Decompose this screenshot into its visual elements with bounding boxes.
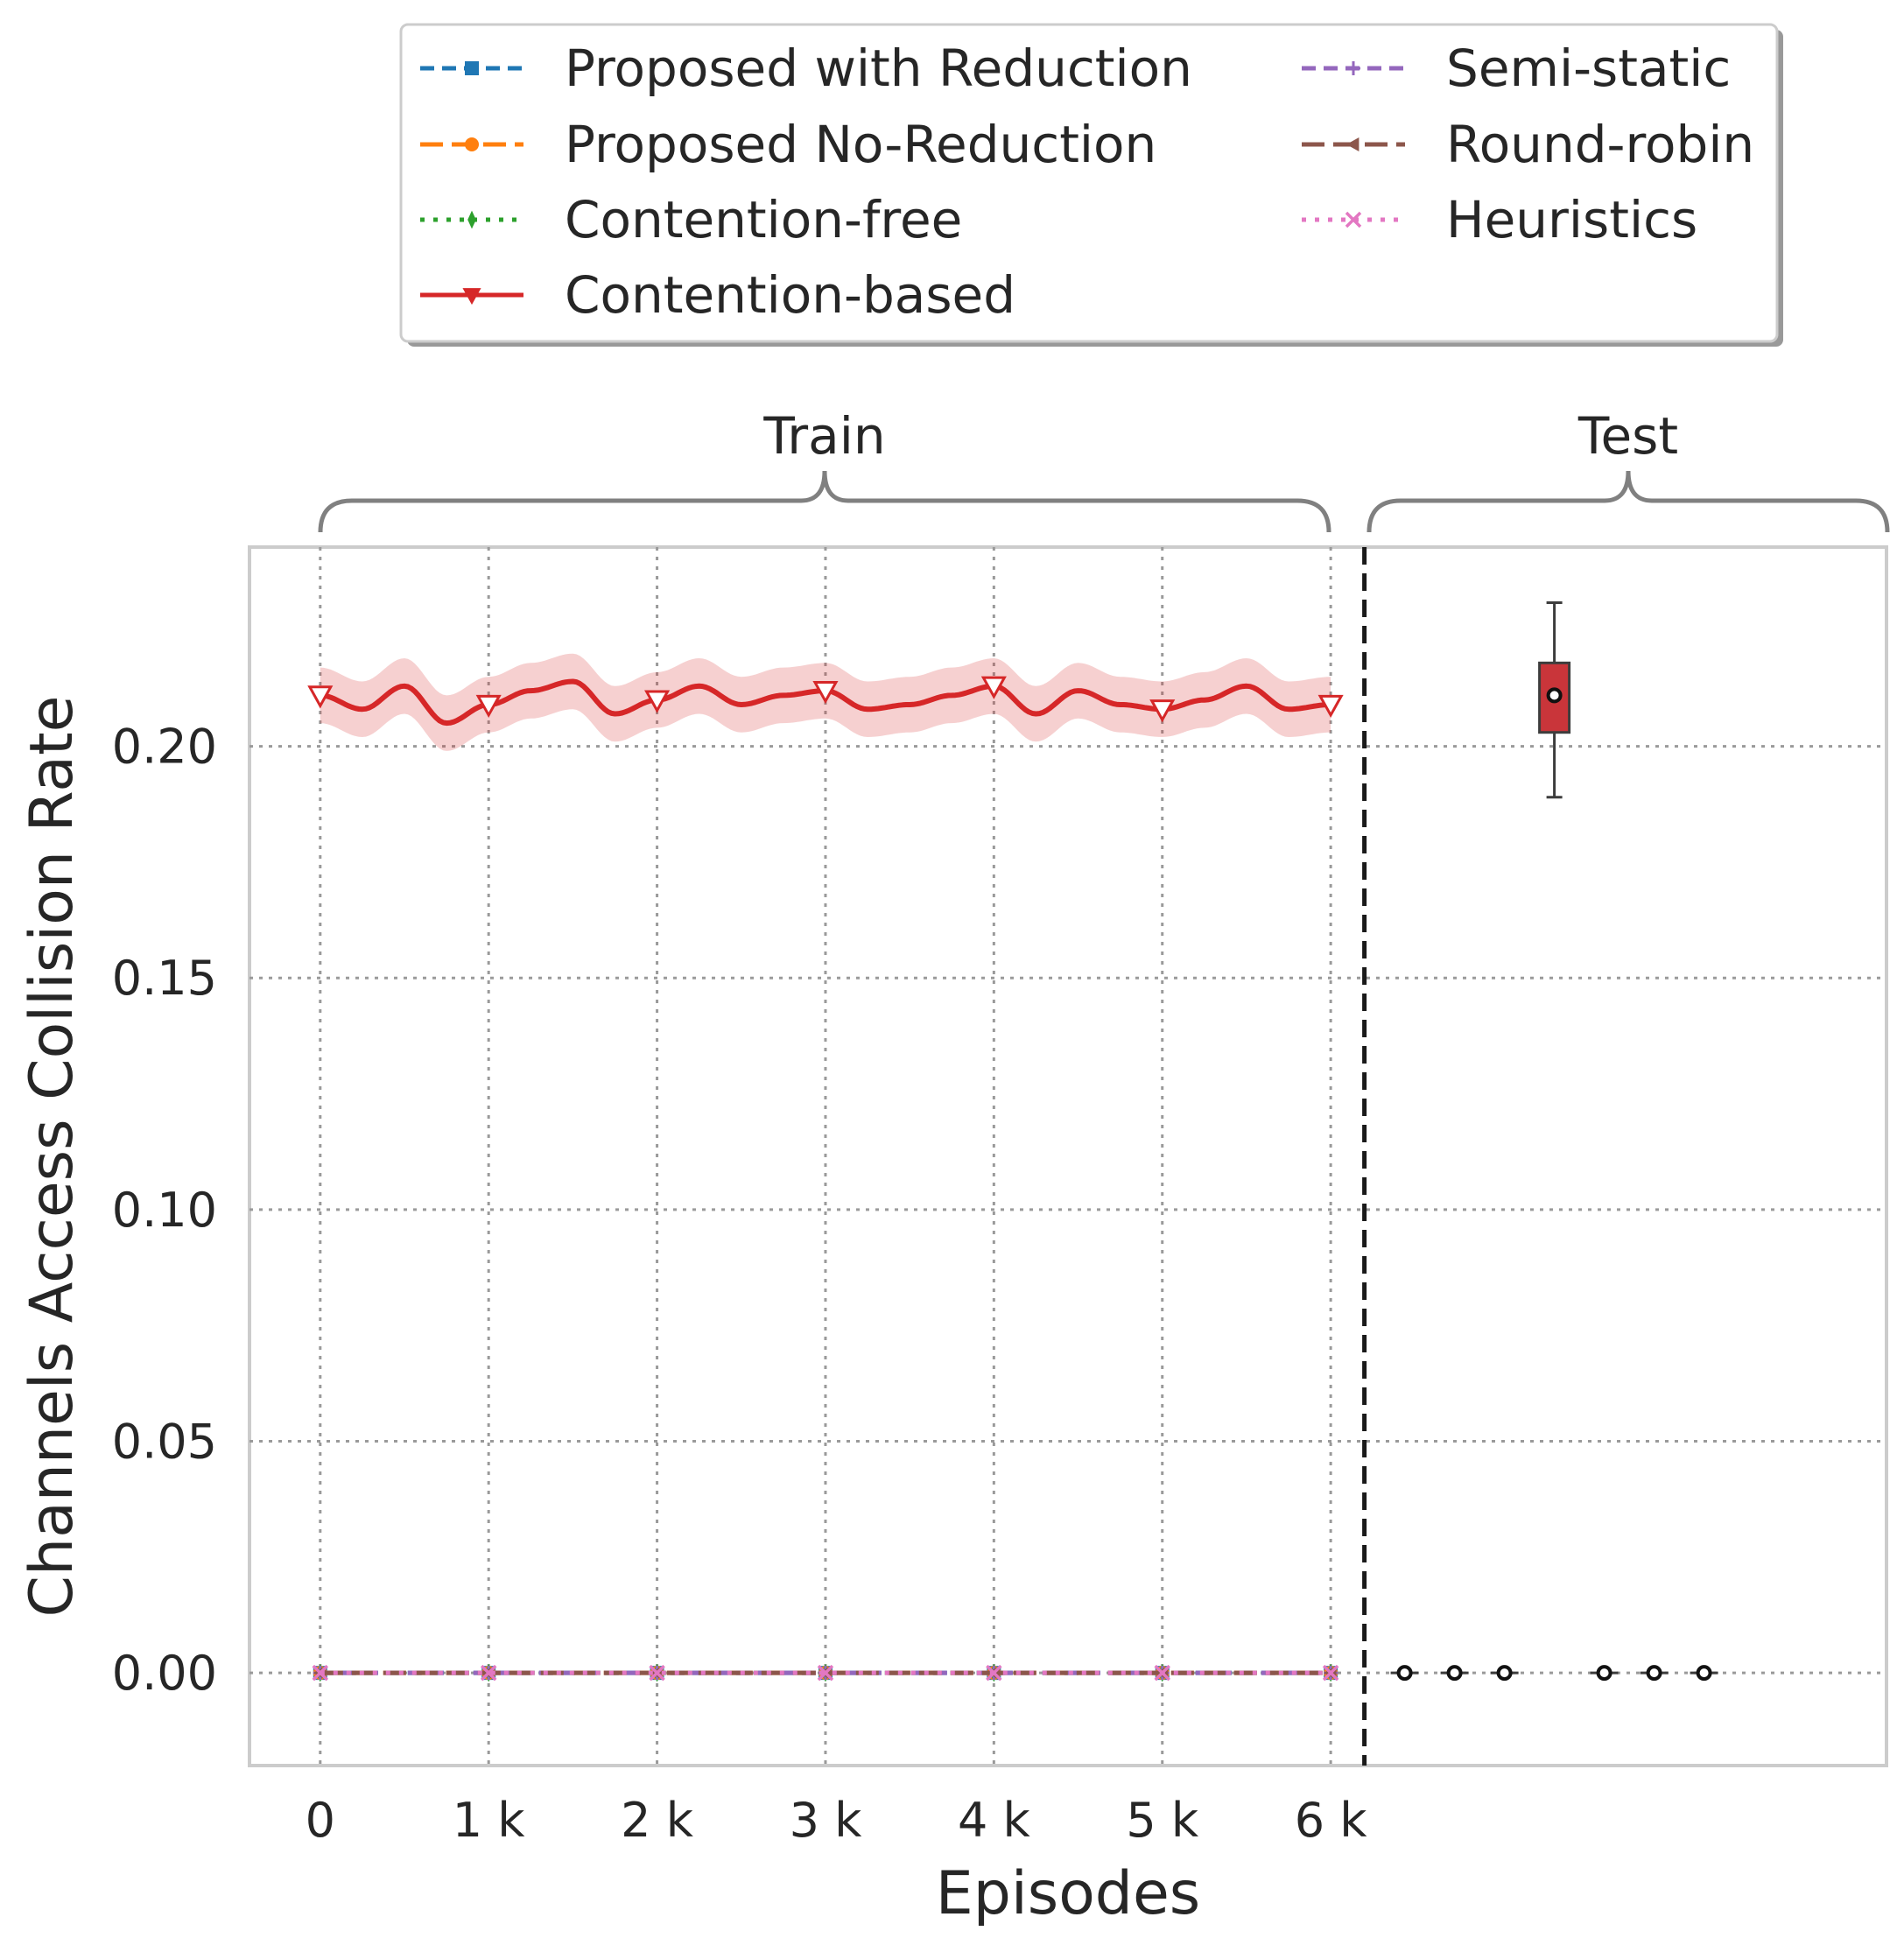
test-brace [1367,470,1890,533]
data-point [1322,1664,1339,1682]
data-point [986,1664,1002,1682]
legend-marker [1346,61,1360,75]
legend-label: Heuristics [1446,190,1697,249]
legend-label: Proposed with Reduction [565,39,1192,98]
x-tick-label: 4 k [958,1793,1031,1848]
legend-entry: Proposed with Reduction [420,39,1192,98]
test-box-proposed-with-reduction [1390,1665,1419,1682]
legend-marker [467,210,476,229]
legend-entry: Heuristics [1302,190,1697,249]
box-median [1446,1665,1463,1682]
box-body [1538,661,1571,734]
legend-frame [399,23,1779,343]
legend-label: Contention-based [565,265,1015,325]
data-point [480,1664,497,1682]
data-point [475,694,502,719]
data-point [817,1664,834,1682]
box-median [1596,1665,1612,1682]
box-median [1546,687,1563,704]
series-heuristics [312,1664,1339,1682]
y-tick-label: 0.15 [112,951,217,1006]
test-box-round-robin [1640,1665,1669,1682]
legend-marker [465,61,479,75]
section-annotations: Train Test [318,406,1890,533]
test-box-contention-free [1490,1665,1519,1682]
legend-marker [1345,211,1362,228]
series-contention-based [307,653,1344,751]
train-brace [318,470,1331,533]
box-median [1496,1665,1513,1682]
test-box-semi-static [1590,1665,1619,1682]
y-tick-label: 0.10 [112,1183,217,1238]
box-median [1696,1665,1712,1682]
test-label: Test [1577,406,1678,466]
legend-entry: Semi-static [1302,39,1731,98]
train-label: Train [762,406,885,466]
legend-entry: Proposed No-Reduction [420,115,1156,174]
data-point [812,680,839,705]
legend-marker [465,137,479,151]
x-tick-label: 6 k [1295,1793,1368,1848]
data-point [644,690,671,713]
y-tick-label: 0.05 [112,1415,217,1470]
legend-label: Proposed No-Reduction [565,115,1156,174]
x-tick-label: 2 k [621,1793,694,1848]
test-box-proposed-no-reduction [1440,1665,1469,1682]
box-median [1646,1665,1662,1682]
data-point [1154,1664,1170,1682]
legend-label: Semi-static [1446,39,1731,98]
test-box-heuristics [1690,1665,1718,1682]
x-tick-label: 3 k [790,1793,863,1848]
y-tick-label: 0.20 [112,720,217,775]
data-point [649,1664,665,1682]
legend-label: Round-robin [1446,115,1754,174]
x-axis-title: Episodes [936,1859,1200,1928]
data-point [307,685,334,709]
x-tick-label: 5 k [1126,1793,1199,1848]
x-tick-label: 0 [306,1793,335,1848]
x-tick-label: 1 k [453,1793,526,1848]
legend-entry: Contention-free [420,190,962,249]
legend: Proposed with Reduction Proposed No-Reduc… [399,23,1783,347]
plot-frame [248,545,1888,1767]
test-box-contention-based [1538,601,1571,799]
legend-marker [1346,137,1359,151]
legend-label: Contention-free [565,190,962,249]
y-tick-label: 0.00 [112,1646,217,1701]
data-point [312,1664,329,1682]
legend-entry: Contention-based [420,265,1015,325]
data-point [1317,694,1344,719]
box-median [1396,1665,1413,1682]
y-axis-title: Channels Access Collision Rate [18,696,87,1618]
data-point [1149,699,1176,723]
legend-marker [462,288,481,305]
data-point [980,676,1007,699]
legend-entry: Round-robin [1302,115,1754,174]
